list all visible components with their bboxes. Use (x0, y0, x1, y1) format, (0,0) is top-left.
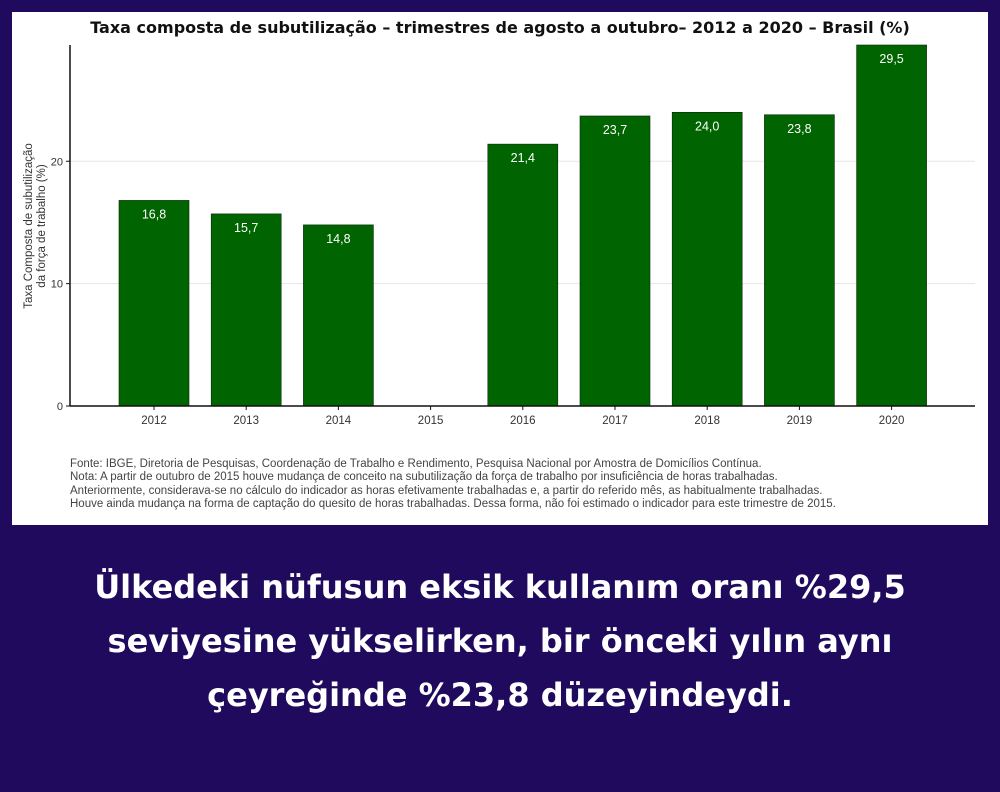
bar-value-label: 21,4 (511, 151, 535, 165)
y-axis-label-line-1: Taxa Composta de subutilização (23, 143, 35, 309)
y-tick-label: 0 (57, 401, 63, 413)
bars: 16,8 15,7 14,8 21,4 23,7 24,0 23,8 29,5 (118, 44, 927, 407)
caption-line: Ülkedeki nüfusun eksik kullanım oranı %2… (94, 568, 906, 606)
bar-value-label: 16,8 (142, 207, 166, 221)
bar-value-label: 15,7 (234, 221, 258, 235)
x-ticks: 2012 2013 2014 2015 2016 2017 2018 2019 2020 (141, 406, 904, 427)
y-axis-label-line-2: da força de trabalho (%) (36, 164, 48, 288)
chart-title: Taxa composta de subutilização – trimest… (90, 18, 910, 37)
bar-value-label: 23,8 (787, 122, 811, 136)
x-tick-label: 2020 (879, 415, 905, 427)
chart: Taxa composta de subutilização – trimest… (23, 18, 975, 427)
y-ticks: 0 10 20 (51, 156, 70, 413)
bar-value-label: 14,8 (326, 232, 350, 246)
bar-value-label: 23,7 (603, 123, 627, 137)
x-tick-label: 2013 (233, 415, 259, 427)
x-tick-label: 2016 (510, 415, 536, 427)
x-tick-label: 2012 (141, 415, 167, 427)
caption-line: seviyesine yükselirken, bir önceki yılın… (107, 622, 893, 660)
source-note: Fonte: IBGE, Diretoria de Pesquisas, Coo… (70, 458, 970, 512)
bar (764, 114, 835, 407)
bar (118, 200, 190, 407)
bar (303, 224, 374, 407)
y-tick-label: 10 (51, 279, 63, 291)
x-tick-label: 2017 (602, 415, 628, 427)
bar (671, 112, 743, 407)
x-tick-label: 2015 (418, 415, 444, 427)
note-line: Houve ainda mudança na forma de captação… (70, 498, 836, 511)
bar-value-label: 29,5 (879, 52, 903, 66)
bar-value-label: 24,0 (695, 119, 719, 133)
note-line: Anteriormente, considerava-se no cálculo… (70, 484, 823, 497)
caption-line: çeyreğinde %23,8 düzeyindeydi. (207, 676, 793, 714)
bar (210, 213, 282, 407)
x-tick-label: 2014 (326, 415, 352, 427)
x-tick-label: 2019 (787, 415, 813, 427)
bar (579, 115, 651, 407)
bar (487, 143, 559, 407)
chart-card: Taxa composta de subutilização – trimest… (12, 12, 988, 525)
bar (856, 44, 927, 407)
note-line: Nota: A partir de outubro de 2015 houve … (70, 471, 778, 484)
source-line: Fonte: IBGE, Diretoria de Pesquisas, Coo… (70, 458, 762, 470)
caption: Ülkedeki nüfusun eksik kullanım oranı %2… (30, 560, 970, 722)
y-tick-label: 20 (51, 156, 63, 168)
x-tick-label: 2018 (694, 415, 720, 427)
